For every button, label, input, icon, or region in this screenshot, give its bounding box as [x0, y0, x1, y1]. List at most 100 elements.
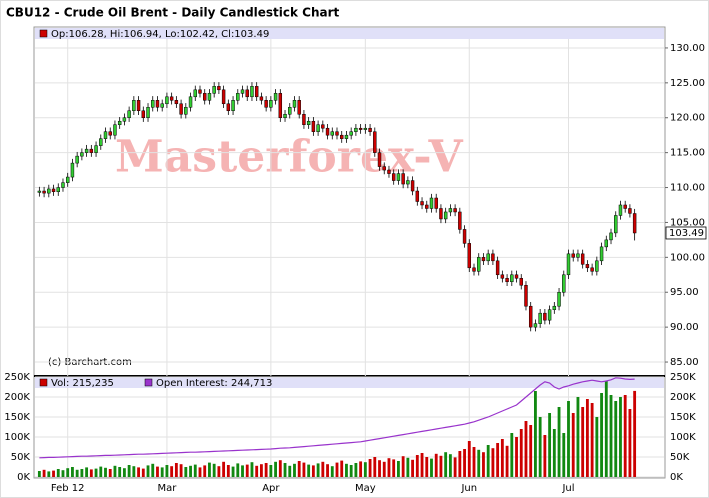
candle-body [136, 100, 141, 112]
candle-body [207, 93, 212, 101]
volume-bar [203, 465, 207, 477]
volume-bar [311, 465, 315, 477]
y-tick-label: 115.00 [670, 148, 705, 159]
candle-body [491, 253, 495, 262]
volume-bar [434, 453, 438, 477]
candle-body [448, 208, 453, 213]
volume-bar [340, 460, 344, 477]
candle-body [89, 148, 94, 153]
candle-body [472, 267, 476, 272]
candle-body [264, 100, 268, 108]
candle-body [425, 204, 429, 209]
volume-bar [52, 470, 55, 477]
volume-bar [170, 466, 174, 477]
volume-bar [477, 449, 481, 477]
y-tick-label: 130.00 [670, 43, 705, 54]
volume-bar [274, 461, 277, 477]
candle-body [47, 188, 51, 194]
watermark: Masterforex-V [115, 132, 463, 183]
volume-bar [132, 466, 136, 477]
candle-body [557, 291, 561, 307]
price-panel [33, 26, 666, 377]
candle-body [458, 211, 462, 230]
volume-bar [80, 469, 84, 477]
volume-legend-band [35, 377, 664, 388]
candle-body [467, 243, 471, 269]
candle-body [236, 93, 240, 101]
volume-bar [146, 465, 150, 477]
volume-bar [628, 409, 632, 477]
candle-body [495, 260, 500, 276]
volume-bar [241, 465, 244, 477]
volume-panel [33, 375, 666, 479]
volume-bar [108, 469, 112, 477]
volume-bar [104, 467, 107, 477]
candle-body [169, 96, 174, 101]
volume-bar [392, 459, 396, 477]
candle-body [212, 86, 216, 94]
x-tick-label: Apr [262, 483, 280, 494]
volume-bar [212, 463, 216, 477]
volume-bar [165, 465, 169, 477]
candle-body [302, 114, 306, 125]
candle-body [84, 148, 89, 153]
y-tick-label: 100.00 [670, 252, 705, 263]
candle-body [344, 134, 349, 139]
y-tick-label: 0K [670, 472, 683, 483]
volume-bar [349, 465, 353, 477]
candle-body [269, 100, 273, 108]
last-value: 103.49 [669, 228, 704, 239]
candle-body [354, 127, 358, 132]
chart-title: CBU12 - Crude Oil Brent - Daily Candlest… [6, 6, 340, 20]
volume-bar [288, 465, 292, 477]
candle-body [462, 229, 467, 244]
candle-body [358, 127, 363, 130]
candle-body [99, 138, 103, 146]
candle-body [132, 100, 136, 112]
volume-bar [458, 451, 462, 477]
volume-bar [524, 421, 528, 477]
candle-body [155, 100, 160, 108]
y-tick-label: 250K [4, 372, 30, 383]
open-interest-line [39, 377, 635, 459]
volume-bar [590, 403, 594, 477]
candle-body [500, 274, 505, 279]
candle-body [406, 180, 410, 185]
candle-body [330, 131, 334, 136]
legend-swatch [144, 378, 153, 387]
x-tick-label: Jul [561, 483, 574, 494]
x-tick-label: Feb 12 [51, 483, 85, 494]
volume-bar [179, 464, 183, 477]
candle-body [146, 107, 150, 118]
volume-bar [198, 467, 202, 477]
y-tick-label: 150K [670, 412, 696, 423]
candle-body [75, 155, 79, 164]
candle-body [321, 124, 325, 129]
candle-body [273, 93, 278, 101]
volume-bar [85, 467, 89, 477]
volume-bar [231, 466, 235, 477]
candle-body [94, 145, 98, 153]
candle-body [221, 89, 226, 105]
volume-bar [335, 462, 339, 477]
volume-bar [37, 471, 41, 477]
volume-bar [330, 466, 334, 477]
volume-bar [293, 463, 296, 477]
y-tick-label: 105.00 [670, 217, 705, 228]
volume-bar [118, 467, 122, 477]
volume-bar [534, 391, 537, 477]
volume-bar [278, 460, 282, 477]
candle-body [80, 152, 84, 157]
candle-body [576, 253, 580, 258]
legend-band [35, 28, 664, 39]
volume-bar [448, 454, 452, 477]
volume-bar [368, 459, 372, 477]
volume-bar [359, 461, 363, 477]
volume-bar [401, 456, 405, 477]
candle-body [609, 232, 613, 241]
candle-body [278, 93, 283, 118]
volume-bar [307, 464, 311, 477]
candle-body [533, 323, 538, 328]
y-tick-label: 100K [4, 432, 30, 443]
volume-bar [75, 469, 79, 477]
